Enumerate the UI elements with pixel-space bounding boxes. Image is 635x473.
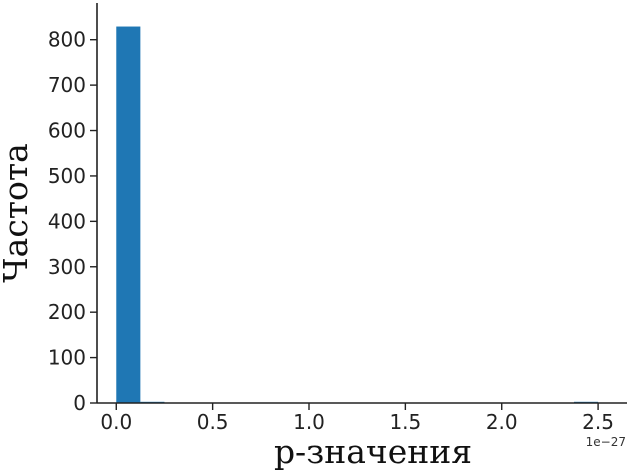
- x-tick-label: 0.5: [197, 410, 229, 434]
- x-ticks-group: 0.0 0.5 1.0 1.5 2.0 2.5: [100, 403, 614, 434]
- x-tick-label: 2.0: [486, 410, 518, 434]
- y-tick-label: 800: [48, 28, 86, 52]
- y-ticks-group: 0 100 200 300 400 500 600 700 800: [48, 28, 97, 415]
- y-tick-label: 500: [48, 164, 86, 188]
- x-axis-title: р-значения: [274, 432, 472, 471]
- x-tick-label: 2.5: [582, 410, 614, 434]
- histogram-bar: [116, 26, 141, 404]
- x-axis-offset-label: 1e−27: [586, 435, 626, 449]
- y-axis-title: Частота: [0, 143, 35, 283]
- x-tick-label: 1.0: [293, 410, 325, 434]
- y-tick-label: 200: [48, 300, 86, 324]
- x-tick-label: 1.5: [389, 410, 421, 434]
- y-tick-label: 400: [48, 209, 86, 233]
- x-tick-label: 0.0: [100, 410, 132, 434]
- y-tick-label: 300: [48, 255, 86, 279]
- y-tick-label: 100: [48, 346, 86, 370]
- y-tick-label: 0: [73, 391, 86, 415]
- y-tick-label: 700: [48, 73, 86, 97]
- y-tick-label: 600: [48, 119, 86, 143]
- bars-group: [116, 26, 599, 404]
